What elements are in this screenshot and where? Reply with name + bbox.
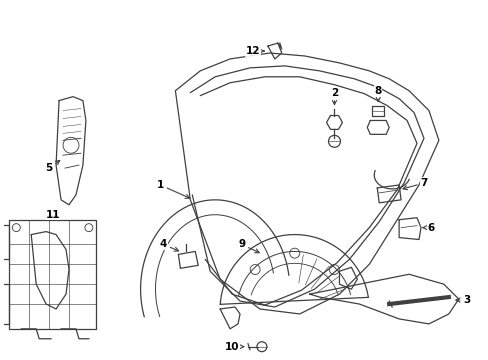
Text: 3: 3 bbox=[455, 295, 469, 305]
Text: 8: 8 bbox=[374, 86, 381, 102]
Text: 4: 4 bbox=[160, 239, 178, 251]
Text: 10: 10 bbox=[224, 342, 243, 352]
Text: 11: 11 bbox=[46, 210, 60, 220]
Text: 6: 6 bbox=[422, 222, 434, 233]
Text: 9: 9 bbox=[238, 239, 259, 253]
Text: 12: 12 bbox=[245, 46, 264, 56]
Text: 5: 5 bbox=[45, 161, 60, 173]
Text: 1: 1 bbox=[157, 180, 189, 198]
Text: 7: 7 bbox=[402, 178, 427, 190]
Text: 2: 2 bbox=[330, 88, 337, 104]
